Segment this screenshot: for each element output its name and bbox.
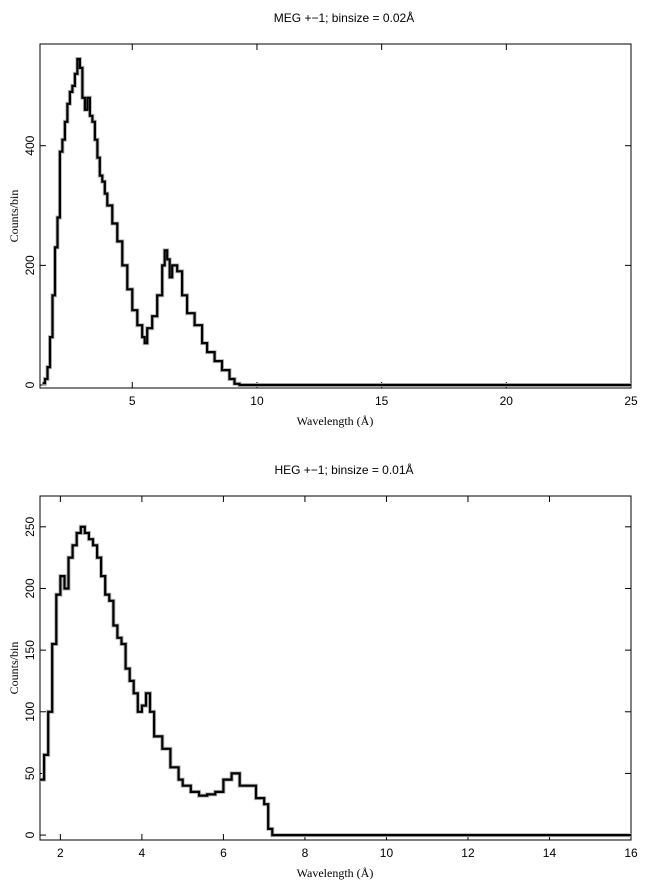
- meg-series-line: [42, 57, 631, 387]
- heg-y-tick-label: 150: [23, 640, 37, 660]
- heg-y-axis-label: Counts/bin: [7, 642, 21, 695]
- heg-x-tick-label: 4: [139, 846, 146, 860]
- meg-y-tick-label: 200: [23, 255, 37, 275]
- heg-x-tick-label: 14: [543, 846, 557, 860]
- heg-x-tick-label: 10: [380, 846, 394, 860]
- meg-y-tick-label: 0: [23, 381, 37, 388]
- meg-x-tick-label: 15: [375, 394, 389, 408]
- heg-y-tick-label: 100: [23, 701, 37, 721]
- heg-chart-title: HEG +−1; binsize = 0.01Å: [274, 462, 413, 477]
- heg-marks: 2 4 6 8 10 12 14 16 0 50 100 150 200 250: [23, 496, 638, 860]
- meg-y-axis-label: Counts/bin: [7, 190, 21, 243]
- meg-series-errorband: [42, 57, 631, 387]
- meg-x-tick-label: 10: [250, 394, 264, 408]
- heg-x-tick-label: 12: [461, 846, 475, 860]
- heg-y-tick-label: 0: [23, 831, 37, 838]
- meg-panel: MEG +−1; binsize = 0.02Å 5 10 15 20 25 0 200 40…: [7, 10, 638, 428]
- heg-plot-frame: [39, 495, 632, 841]
- heg-x-tick-label: 16: [624, 846, 638, 860]
- heg-y-tick-label: 50: [23, 766, 37, 780]
- heg-x-tick-label: 6: [220, 846, 227, 860]
- heg-y-tick-label: 250: [23, 516, 37, 536]
- meg-x-tick-label: 25: [624, 394, 638, 408]
- meg-marks: 5 10 15 20 25 0 200 400: [23, 44, 638, 408]
- meg-chart-title: MEG +−1; binsize = 0.02Å: [274, 10, 414, 25]
- heg-series-line: [40, 525, 631, 837]
- meg-x-tick-label: 5: [129, 394, 136, 408]
- heg-x-tick-label: 2: [57, 846, 64, 860]
- heg-x-axis-label: Wavelength (Å): [297, 866, 374, 880]
- meg-x-axis-label: Wavelength (Å): [297, 414, 374, 428]
- heg-x-tick-label: 8: [302, 846, 309, 860]
- heg-panel: HEG +−1; binsize = 0.01Å 2 4 6 8 10 12 14 16 0 50…: [7, 462, 638, 880]
- meg-plot-frame: [39, 43, 632, 389]
- meg-x-tick-label: 20: [500, 394, 514, 408]
- meg-y-tick-label: 400: [23, 135, 37, 155]
- heg-y-tick-label: 200: [23, 578, 37, 598]
